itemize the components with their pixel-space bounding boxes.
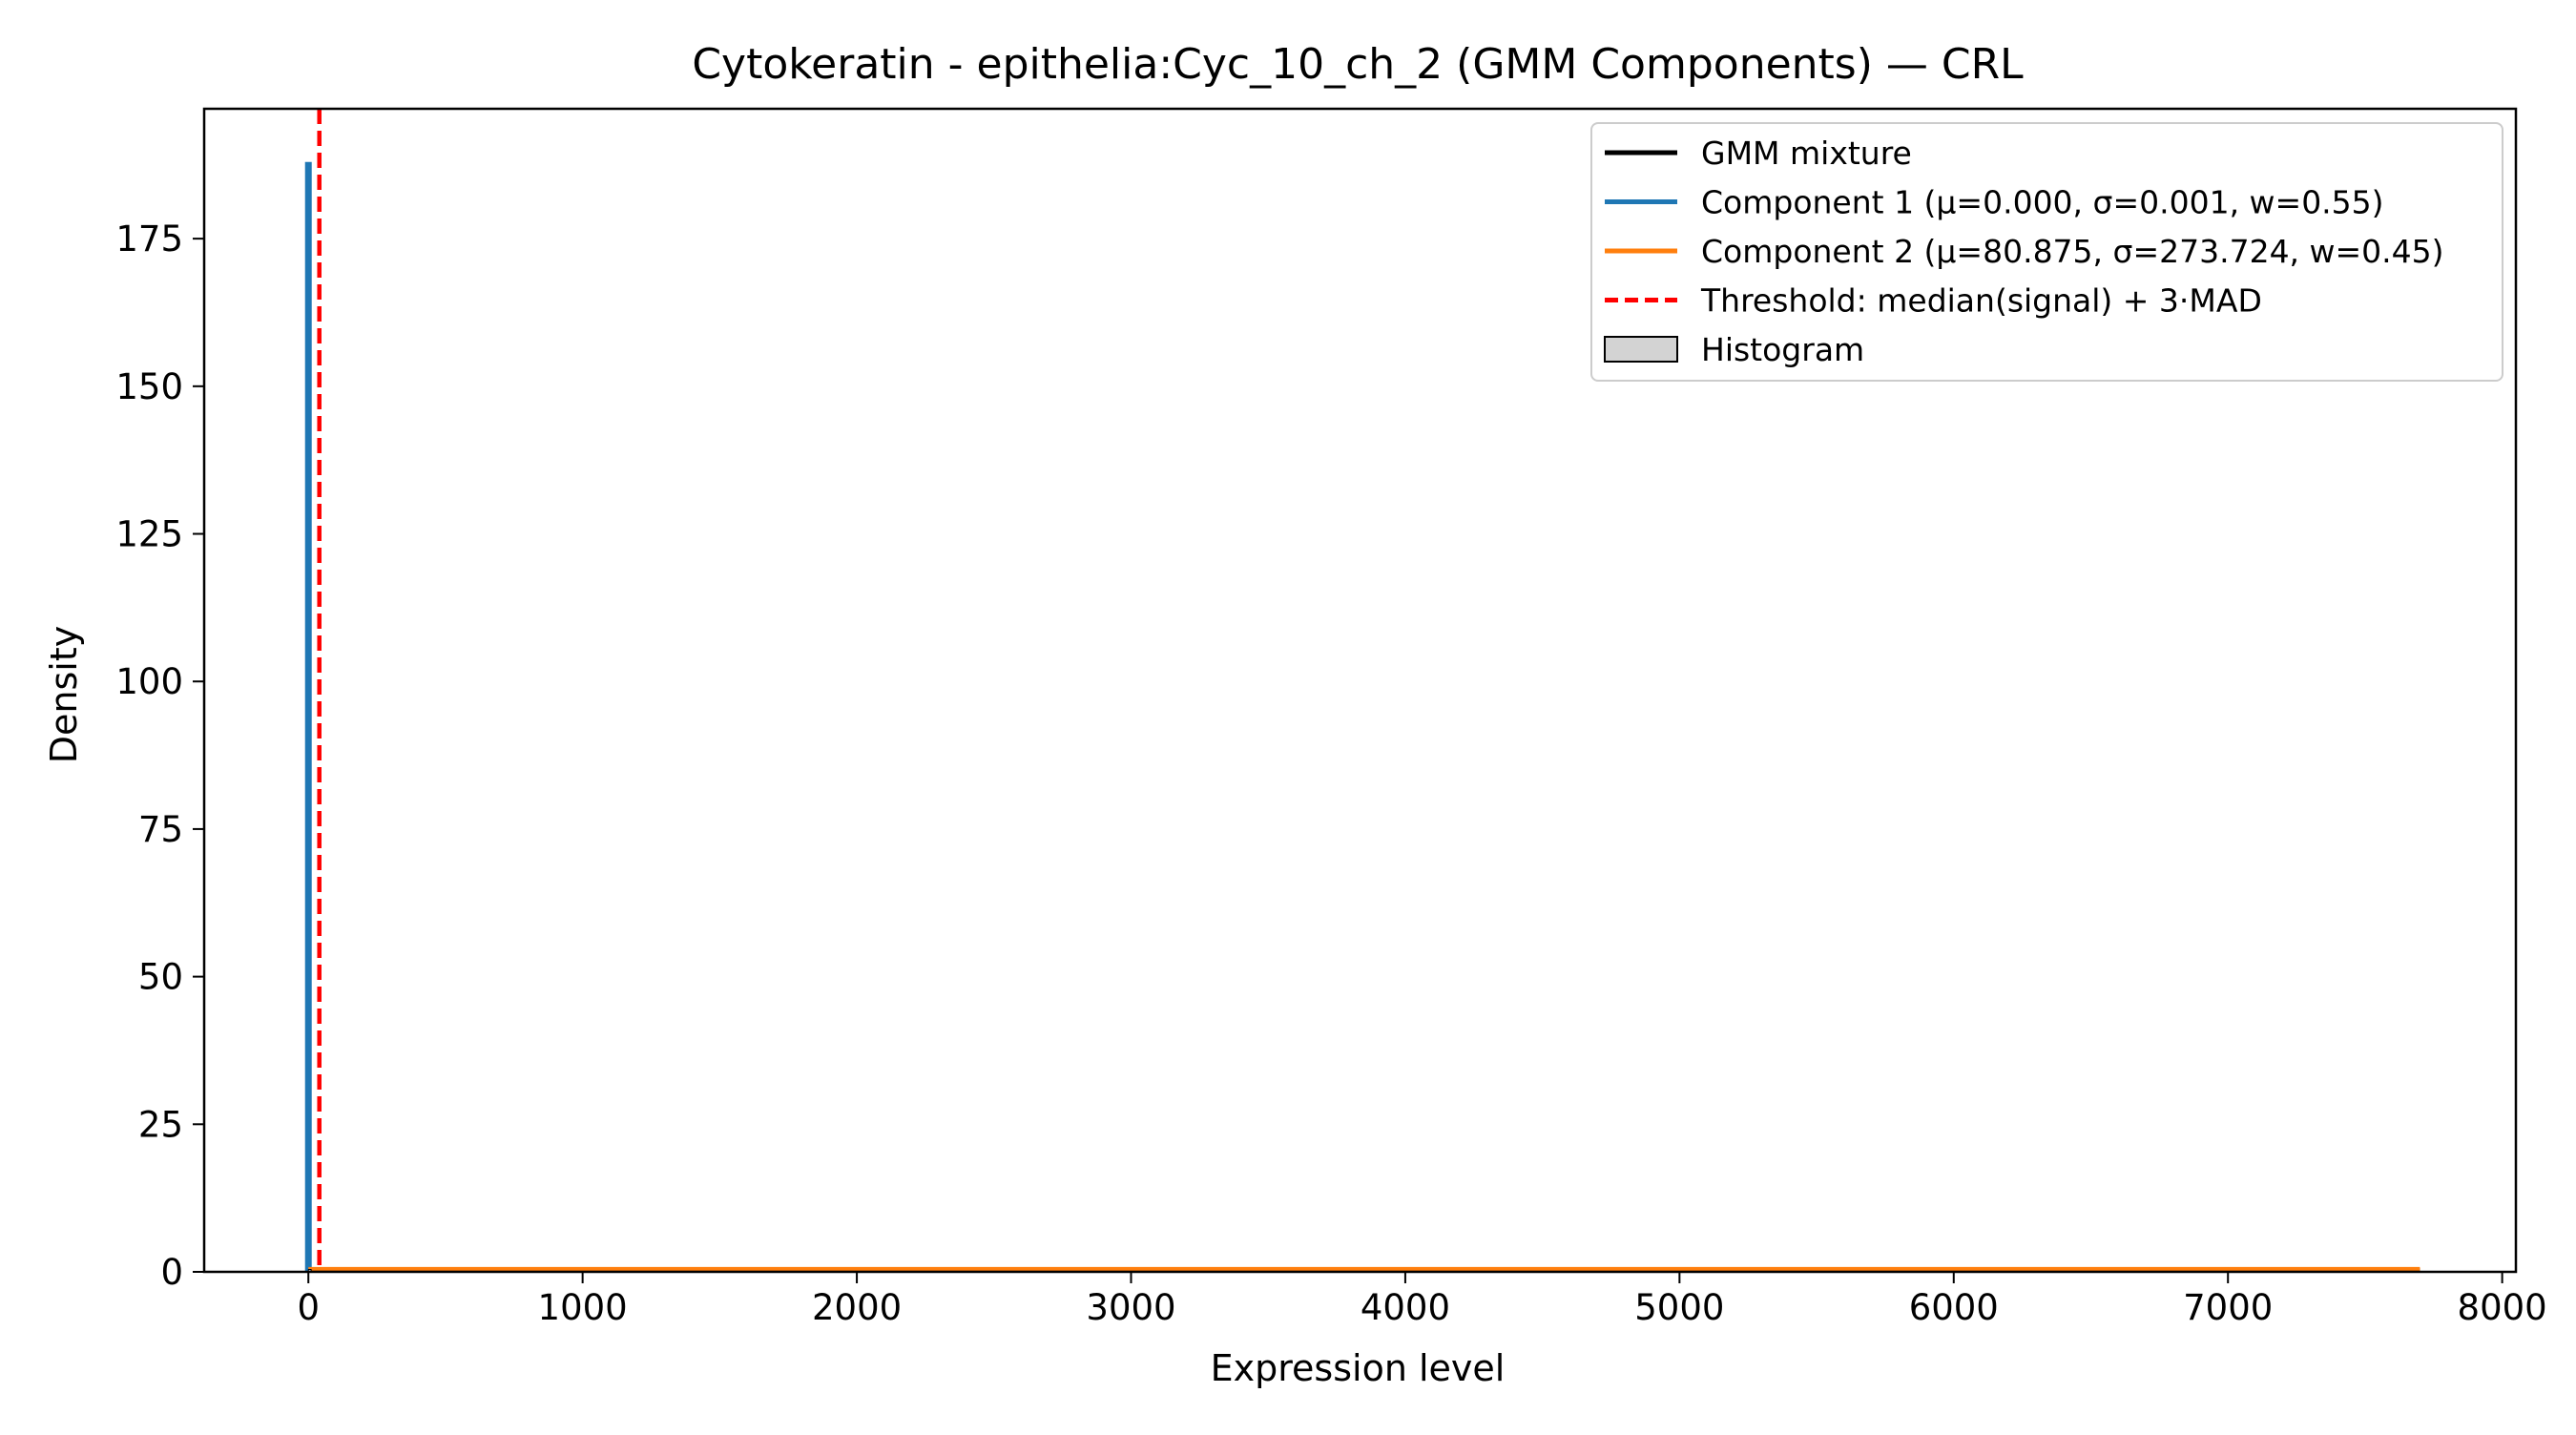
x-tick-label: 5000 [1634,1287,1724,1328]
legend-box [1590,122,2503,382]
y-tick-label: 150 [115,366,183,407]
legend-label: GMM mixture [1701,135,1912,172]
x-axis-label: Expression level [1211,1347,1506,1389]
x-tick-label: 7000 [2183,1287,2273,1328]
x-tick-label: 8000 [2458,1287,2547,1328]
x-tick-label: 1000 [538,1287,628,1328]
axis-ticks: 0 1000 2000 3000 4000 5000 6000 7000 8000 0 25 50 75… [115,218,2546,1328]
y-tick-label: 125 [115,514,183,555]
x-tick-label: 0 [297,1287,320,1328]
y-tick-label: 0 [160,1252,183,1293]
x-tick-label: 2000 [812,1287,902,1328]
y-tick-label: 100 [115,661,183,702]
y-tick-label: 25 [138,1104,183,1145]
x-tick-label: 4000 [1361,1287,1450,1328]
legend-label: Component 1 (μ=0.000, σ=0.001, w=0.55) [1701,184,2384,221]
legend-label: Threshold: median(signal) + 3·MAD [1700,282,2262,320]
y-axis-label: Density [43,626,85,763]
y-tick-label: 50 [138,957,183,998]
axes-frame [202,107,2518,1274]
chart-marks [304,109,2420,1272]
y-tick-label: 175 [115,218,183,260]
legend: GMM mixture Component 1 (μ=0.000, σ=0.001… [1590,122,2503,382]
chart-title: Cytokeratin - epithelia:Cyc_10_ch_2 (GMM… [692,40,2024,89]
y-tick-label: 75 [138,809,183,850]
legend-label: Histogram [1701,331,1864,368]
legend-label: Component 2 (μ=80.875, σ=273.724, w=0.45… [1701,233,2444,270]
x-tick-label: 3000 [1086,1287,1175,1328]
legend-swatch-histogram [1604,336,1678,363]
x-tick-label: 6000 [1909,1287,1999,1328]
